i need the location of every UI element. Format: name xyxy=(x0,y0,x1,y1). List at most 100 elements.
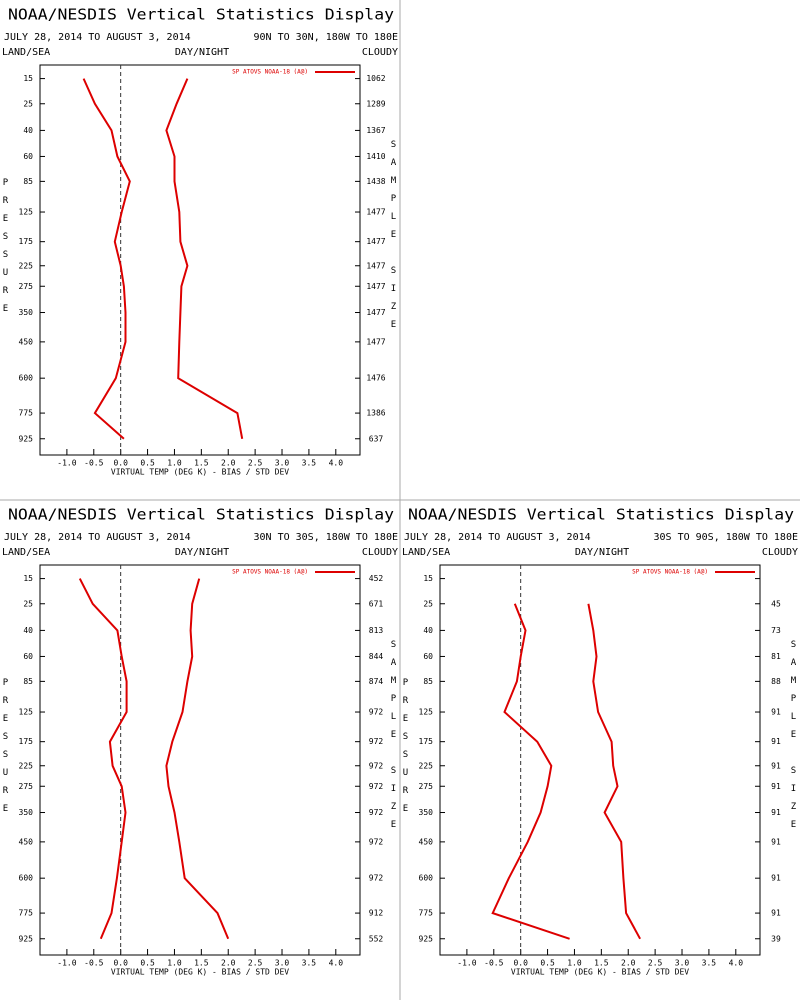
sample-size-label: 73 xyxy=(771,626,781,635)
legend-label: SP ATOVS NOAA-18 (A@) xyxy=(232,569,308,576)
y-tick-label: 15 xyxy=(23,574,33,583)
sample-size-label: 91 xyxy=(771,782,781,791)
land-sea: LAND/SEA xyxy=(2,47,50,58)
region: 30N TO 30S, 180W TO 180E xyxy=(254,532,399,543)
profile-line xyxy=(165,578,230,940)
y-tick-label: 40 xyxy=(423,626,433,635)
y-tick-label: 600 xyxy=(19,374,34,383)
y-tick-label: 60 xyxy=(23,152,33,161)
y-tick-label: 225 xyxy=(419,761,434,770)
y-tick-label: 275 xyxy=(19,782,34,791)
x-tick-label: 1.0 xyxy=(167,459,182,468)
y-tick-label: 40 xyxy=(23,126,33,135)
chart-panel: NOAA/NESDIS Vertical Statistics Display J… xyxy=(401,506,799,977)
y2-axis-label: SAMPLE SIZE xyxy=(389,140,399,338)
y-tick-label: 350 xyxy=(419,808,434,817)
sample-size-label: 1438 xyxy=(366,177,385,186)
sample-size-label: 972 xyxy=(369,808,384,817)
x-tick-label: -1.0 xyxy=(457,959,476,968)
x-tick-label: 0.0 xyxy=(113,459,128,468)
land-sea: LAND/SEA xyxy=(402,547,450,558)
x-tick-label: 0.5 xyxy=(540,959,555,968)
y-tick-label: 40 xyxy=(23,626,33,635)
sample-size-label: 1410 xyxy=(366,152,385,161)
profile-line xyxy=(78,578,128,940)
x-tick-label: 3.5 xyxy=(302,959,317,968)
plot-frame xyxy=(39,564,361,956)
x-tick-label: 1.5 xyxy=(194,959,209,968)
y-tick-label: 85 xyxy=(423,677,433,686)
y-tick-label: 600 xyxy=(419,874,434,883)
x-tick-label: 2.0 xyxy=(221,459,236,468)
x-tick-label: -0.5 xyxy=(484,959,503,968)
y-tick-label: 85 xyxy=(23,177,33,186)
chart-panel: NOAA/NESDIS Vertical Statistics Display J… xyxy=(1,6,399,477)
x-axis-label: VIRTUAL TEMP (DEG K) - BIAS / STD DEV xyxy=(511,968,689,977)
y-tick-label: 450 xyxy=(19,337,34,346)
sample-size-label: 813 xyxy=(369,626,384,635)
plot-frame xyxy=(39,64,361,456)
y-tick-label: 275 xyxy=(419,782,434,791)
y-tick-label: 175 xyxy=(419,737,434,746)
x-tick-label: 1.5 xyxy=(194,459,209,468)
date-range: JULY 28, 2014 TO AUGUST 3, 2014 xyxy=(404,532,591,543)
y-tick-label: 175 xyxy=(19,237,34,246)
y-tick-label: 175 xyxy=(19,737,34,746)
legend-label: SP ATOVS NOAA-18 (A@) xyxy=(232,69,308,76)
cloud: CLOUDY xyxy=(762,547,798,558)
y-tick-label: 350 xyxy=(19,308,34,317)
date-range: JULY 28, 2014 TO AUGUST 3, 2014 xyxy=(4,532,191,543)
profile-line xyxy=(165,78,244,439)
sample-size-label: 91 xyxy=(771,874,781,883)
sample-size-label: 1386 xyxy=(366,409,385,418)
sample-size-label: 972 xyxy=(369,874,384,883)
plot-frame xyxy=(439,564,761,956)
y-tick-label: 925 xyxy=(19,434,34,443)
sample-size-label: 912 xyxy=(369,909,384,918)
y-tick-label: 25 xyxy=(23,99,33,108)
y2-axis-label: SAMPLE SIZE xyxy=(389,640,399,838)
sample-size-label: 1477 xyxy=(366,208,385,217)
y-tick-label: 60 xyxy=(23,652,33,661)
y-tick-label: 125 xyxy=(419,708,434,717)
y-tick-label: 25 xyxy=(423,599,433,608)
sample-size-label: 671 xyxy=(369,599,384,608)
y-tick-label: 275 xyxy=(19,282,34,291)
sample-size-label: 874 xyxy=(369,677,384,686)
x-tick-label: 2.0 xyxy=(221,959,236,968)
y-tick-label: 15 xyxy=(423,574,433,583)
land-sea: LAND/SEA xyxy=(2,547,50,558)
day-night: DAY/NIGHT xyxy=(575,547,629,558)
x-tick-label: 4.0 xyxy=(329,959,344,968)
chart-panel: NOAA/NESDIS Vertical Statistics Display J… xyxy=(1,506,399,977)
x-tick-label: 0.5 xyxy=(140,959,155,968)
region: 30S TO 90S, 180W TO 180E xyxy=(654,532,799,543)
sample-size-label: 1477 xyxy=(366,237,385,246)
y-tick-label: 925 xyxy=(19,934,34,943)
y-axis-label: PRESSURE xyxy=(1,678,11,822)
profile-line xyxy=(587,603,641,940)
sample-size-label: 1062 xyxy=(366,74,385,83)
day-night: DAY/NIGHT xyxy=(175,547,229,558)
y-tick-label: 775 xyxy=(419,909,434,918)
x-tick-label: 2.5 xyxy=(248,959,263,968)
y-tick-label: 85 xyxy=(23,677,33,686)
chart-title: NOAA/NESDIS Vertical Statistics Display xyxy=(8,6,394,24)
sample-size-label: 637 xyxy=(369,434,384,443)
y-tick-label: 25 xyxy=(23,599,33,608)
x-tick-label: 3.0 xyxy=(275,459,290,468)
profile-line xyxy=(82,78,131,440)
y-tick-label: 350 xyxy=(19,808,34,817)
sample-size-label: 972 xyxy=(369,837,384,846)
x-axis-label: VIRTUAL TEMP (DEG K) - BIAS / STD DEV xyxy=(111,468,289,477)
y-tick-label: 225 xyxy=(19,261,34,270)
x-tick-label: 4.0 xyxy=(329,459,344,468)
profile-line xyxy=(491,603,570,940)
sample-size-label: 91 xyxy=(771,708,781,717)
x-tick-label: 1.5 xyxy=(594,959,609,968)
y-tick-label: 60 xyxy=(423,652,433,661)
x-tick-label: 2.0 xyxy=(621,959,636,968)
cloud: CLOUDY xyxy=(362,47,398,58)
sample-size-label: 844 xyxy=(369,652,384,661)
